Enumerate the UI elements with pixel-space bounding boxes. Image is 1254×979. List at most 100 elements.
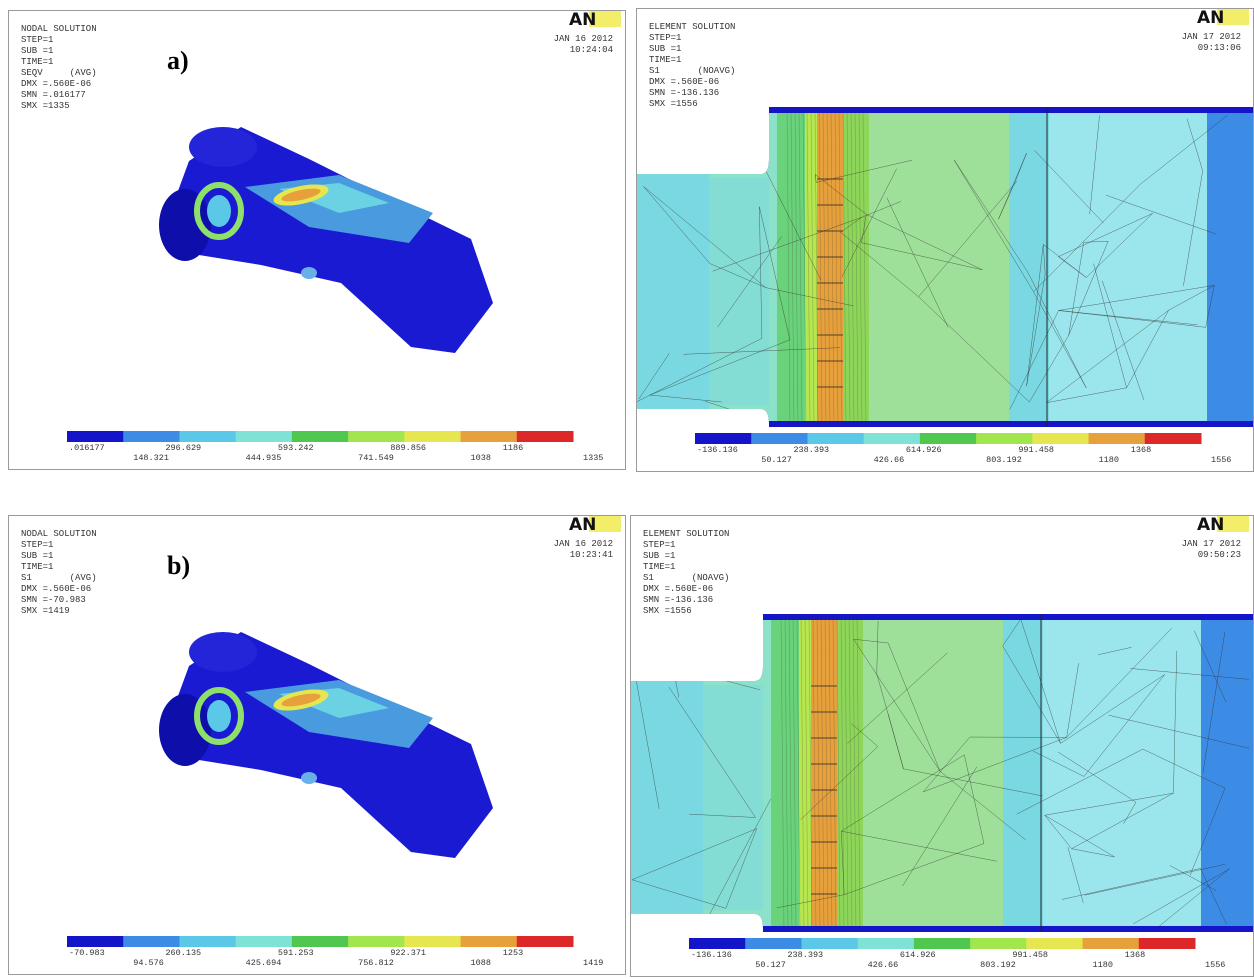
legend-swatch <box>517 936 574 947</box>
legend-swatch <box>970 938 1027 949</box>
legend-label: 591.253 <box>278 948 314 958</box>
stress-band <box>777 113 805 421</box>
solution-info: DMX =.560E-06 <box>649 77 719 87</box>
arm-pin-core <box>207 700 231 732</box>
legend-swatch <box>914 938 971 949</box>
solution-info: NODAL SOLUTION <box>21 24 97 34</box>
legend-swatch <box>236 936 293 947</box>
subfigure-label: b) <box>167 551 190 580</box>
solution-info: SMN =.016177 <box>21 90 86 100</box>
legend-label: 1253 <box>503 948 523 958</box>
legend-label: 803.192 <box>980 960 1016 970</box>
solution-info: NODAL SOLUTION <box>21 529 97 539</box>
legend-swatch <box>404 431 461 442</box>
legend-swatch <box>1083 938 1140 949</box>
legend-label: 1180 <box>1099 455 1119 465</box>
legend-label: 425.694 <box>246 958 282 968</box>
legend-label: 238.393 <box>793 445 829 455</box>
legend-label: 444.935 <box>246 453 282 463</box>
legend-label: 1419 <box>583 958 603 968</box>
solution-info: SMN =-136.136 <box>649 88 719 98</box>
legend-swatch <box>920 433 977 444</box>
solution-info: STEP=1 <box>649 33 681 43</box>
stress-band <box>771 620 799 926</box>
legend-label: 426.66 <box>868 960 899 970</box>
solution-info: SMX =1556 <box>643 606 692 616</box>
legend-swatch <box>745 938 802 949</box>
legend-swatch <box>976 433 1033 444</box>
stress-band <box>799 620 811 926</box>
legend-label: 1368 <box>1125 950 1145 960</box>
legend-swatch <box>404 936 461 947</box>
solution-info: TIME=1 <box>21 57 53 67</box>
stress-band <box>1201 620 1253 926</box>
legend-label: 889.856 <box>390 443 426 453</box>
solution-info: SMN =-136.136 <box>643 595 713 605</box>
legend-label: 922.371 <box>390 948 426 958</box>
legend-label: 1088 <box>471 958 491 968</box>
legend-label: 593.242 <box>278 443 314 453</box>
legend-label: 238.393 <box>787 950 823 960</box>
solution-info: TIME=1 <box>643 562 675 572</box>
legend-label: -136.136 <box>691 950 732 960</box>
arm-hole <box>301 267 317 279</box>
rocker-arm <box>159 127 493 353</box>
legend-label: 148.321 <box>133 453 169 463</box>
legend-label: 614.926 <box>906 445 942 455</box>
legend-label: 50.127 <box>761 455 792 465</box>
legend-label: 803.192 <box>986 455 1022 465</box>
ansys-logo: AN <box>569 11 596 30</box>
ansys-viewport: ELEMENT SOLUTIONSTEP=1SUB =1TIME=1S1 (NO… <box>631 516 1253 976</box>
legend-swatch <box>1089 433 1146 444</box>
solution-info: S1 (NOAVG) <box>649 66 735 76</box>
legend-label: 1556 <box>1211 455 1231 465</box>
stress-band <box>1043 620 1201 926</box>
stress-band <box>1207 113 1253 421</box>
legend-label: 94.576 <box>133 958 164 968</box>
legend-swatch <box>236 431 293 442</box>
solution-info: S1 (AVG) <box>21 573 97 583</box>
date: JAN 16 2012 <box>554 34 613 44</box>
mesh-model <box>637 9 1253 471</box>
subfigure-label: a) <box>167 46 189 75</box>
date: JAN 16 2012 <box>554 539 613 549</box>
legend-swatch <box>807 433 864 444</box>
legend-label: 991.458 <box>1018 445 1054 455</box>
legend-label: 1038 <box>471 453 491 463</box>
legend-swatch <box>123 936 180 947</box>
solution-info: SMX =1556 <box>649 99 698 109</box>
stress-band <box>637 178 769 405</box>
legend-swatch <box>864 433 921 444</box>
solution-info: TIME=1 <box>649 55 681 65</box>
legend-swatch <box>1026 938 1083 949</box>
legend-swatch <box>123 431 180 442</box>
legend-label: 1180 <box>1093 960 1113 970</box>
legend-label: 426.66 <box>874 455 905 465</box>
solution-info: SMX =1335 <box>21 101 70 111</box>
legend-swatch <box>348 431 405 442</box>
legend-swatch <box>751 433 808 444</box>
legend-swatch <box>67 936 124 947</box>
mesh-model <box>631 516 1253 976</box>
solution-info: SMN =-70.983 <box>21 595 86 605</box>
legend-swatch <box>292 936 349 947</box>
solution-info: SMX =1419 <box>21 606 70 616</box>
legend-swatch <box>461 431 518 442</box>
time: 09:13:06 <box>1198 43 1241 53</box>
solution-info: SUB =1 <box>21 46 53 56</box>
legend-label: 1186 <box>503 443 523 453</box>
solution-info: STEP=1 <box>21 35 53 45</box>
date: JAN 17 2012 <box>1182 539 1241 549</box>
solution-info: STEP=1 <box>21 540 53 550</box>
legend-swatch <box>517 431 574 442</box>
stress-band <box>1003 620 1043 926</box>
legend-label: -136.136 <box>697 445 738 455</box>
solution-info: DMX =.560E-06 <box>21 79 91 89</box>
legend-label: 991.458 <box>1012 950 1048 960</box>
legend-swatch <box>695 433 752 444</box>
legend-swatch <box>1145 433 1202 444</box>
page: NODAL SOLUTIONSTEP=1SUB =1TIME=1SEQV (AV… <box>0 0 1254 979</box>
solution-info: DMX =.560E-06 <box>21 584 91 594</box>
